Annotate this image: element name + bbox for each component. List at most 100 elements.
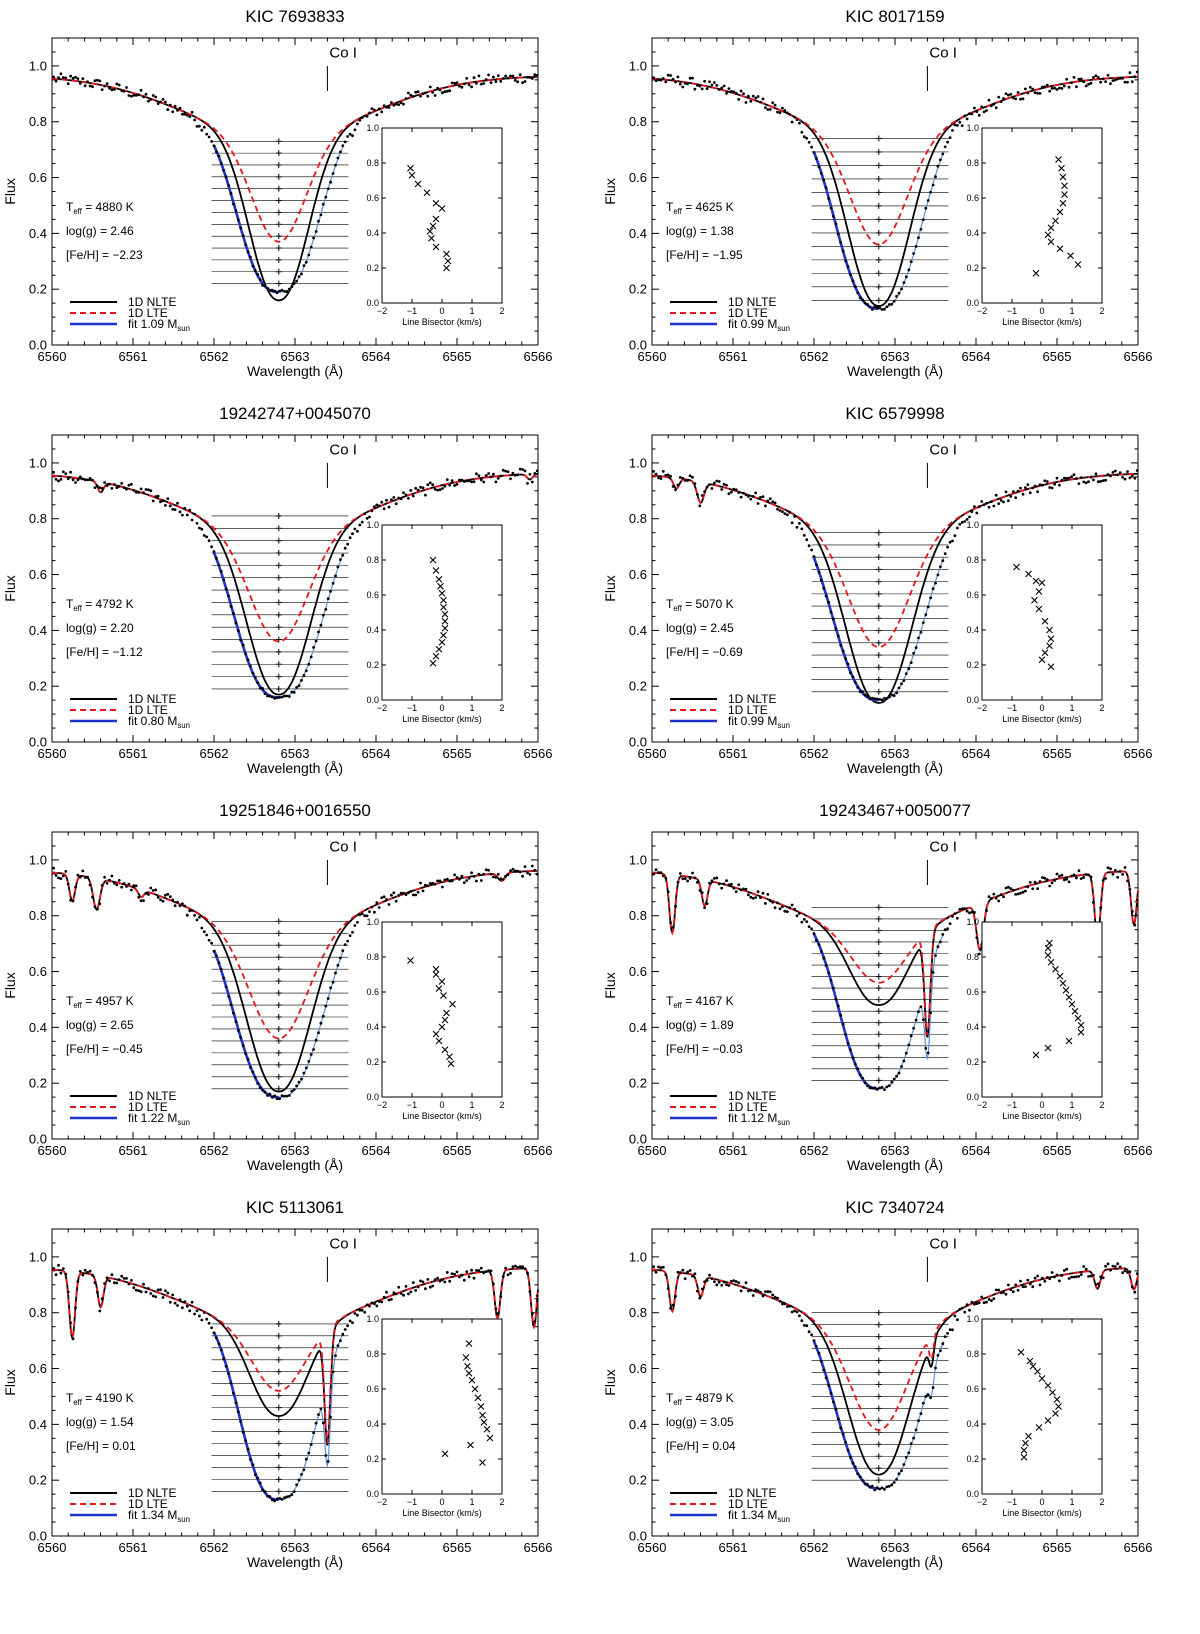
observed-data-point <box>132 1286 136 1290</box>
observed-data-point <box>912 651 915 655</box>
x-tick-label: 6563 <box>281 1540 310 1555</box>
observed-data-point <box>851 1056 855 1060</box>
observed-data-point <box>431 1284 435 1288</box>
observed-data-point <box>236 629 240 633</box>
observed-data-point <box>518 73 522 76</box>
observed-data-point <box>1128 476 1132 480</box>
x-axis-label: Wavelength (Å) <box>247 1554 343 1570</box>
observed-data-point <box>671 925 675 929</box>
observed-data-point <box>76 1280 80 1283</box>
observed-data-point <box>849 1456 852 1459</box>
y-tick-label: 0.0 <box>29 735 47 750</box>
observed-data-point <box>127 483 131 487</box>
observed-data-point <box>1099 906 1103 909</box>
bisector-point <box>467 1441 474 1449</box>
x-tick-label: 6560 <box>38 1143 67 1158</box>
observed-data-point <box>380 896 384 900</box>
observed-data-point <box>895 691 898 695</box>
inset-x-tick-label: 1 <box>469 306 474 316</box>
observed-data-point <box>744 887 748 891</box>
bisector-point <box>1035 605 1043 613</box>
observed-data-point <box>302 264 306 267</box>
observed-data-point <box>788 1304 792 1308</box>
bisector-point <box>1026 1357 1034 1365</box>
observed-data-point <box>890 302 894 306</box>
observed-data-point <box>1070 475 1073 479</box>
x-tick-label: 6561 <box>719 1143 748 1158</box>
observed-data-point <box>441 487 444 490</box>
x-tick-label: 6560 <box>638 1540 667 1555</box>
observed-data-point <box>788 113 792 116</box>
inset-y-tick-label: 0.6 <box>366 193 379 203</box>
observed-data-point <box>963 114 967 118</box>
observed-data-point <box>1111 79 1115 82</box>
observed-data-point <box>759 896 762 900</box>
bisector-point <box>1020 1446 1028 1454</box>
x-tick-label: 6562 <box>800 746 829 761</box>
observed-data-point <box>873 697 877 701</box>
observed-data-point <box>931 1386 935 1389</box>
observed-data-point <box>249 1066 252 1069</box>
observed-data-point <box>190 909 194 912</box>
observed-data-point <box>54 477 58 481</box>
observed-data-point <box>1038 483 1042 487</box>
observed-data-point <box>812 932 816 935</box>
param-teff-value: = 4879 K <box>682 1391 734 1405</box>
observed-data-point <box>411 893 415 897</box>
inset-y-tick-label: 0.0 <box>366 1092 379 1102</box>
observed-data-point <box>914 1018 918 1022</box>
inset-x-tick-label: −2 <box>377 306 387 316</box>
y-tick-label: 0.0 <box>629 735 647 750</box>
observed-data-point <box>526 871 529 875</box>
inset-frame <box>381 127 503 304</box>
observed-data-point <box>326 187 330 191</box>
observed-data-point <box>178 1298 182 1301</box>
observed-data-point <box>834 1407 838 1411</box>
fit-curve-light-blue <box>878 152 945 310</box>
observed-data-point <box>732 90 736 94</box>
observed-data-point <box>885 1085 889 1089</box>
co-line-label: Co I <box>929 45 957 62</box>
observed-data-point <box>263 1490 267 1493</box>
observed-data-point <box>749 1288 753 1292</box>
bisector-point <box>441 617 449 625</box>
observed-data-point <box>878 1487 881 1491</box>
observed-data-point <box>443 90 447 94</box>
observed-data-point <box>749 497 753 501</box>
legend-fit-label: fit 1.12 Msun <box>728 1111 790 1127</box>
observed-data-point <box>659 871 663 874</box>
observed-data-point <box>973 1302 976 1306</box>
inset-y-tick-label: 0.2 <box>366 660 379 670</box>
observed-data-point <box>669 74 672 77</box>
observed-data-point <box>195 918 199 922</box>
observed-data-point <box>88 1269 92 1273</box>
observed-data-point <box>1045 1276 1049 1279</box>
observed-data-point <box>1036 887 1039 891</box>
observed-data-point <box>1135 469 1139 472</box>
observed-data-point <box>900 682 903 686</box>
observed-data-point <box>997 899 1001 903</box>
observed-data-point <box>482 480 486 484</box>
legend-lte-label: 1D LTE <box>728 1100 768 1114</box>
x-tick-label: 6566 <box>524 1540 553 1555</box>
observed-data-point <box>1031 1285 1035 1289</box>
observed-data-point <box>1075 1275 1078 1279</box>
observed-data-point <box>256 1082 260 1085</box>
observed-data-point <box>467 479 471 483</box>
inset-x-tick-label: 2 <box>499 306 504 316</box>
observed-data-point <box>926 199 930 202</box>
observed-data-point <box>52 470 55 474</box>
bisector-point <box>432 243 440 251</box>
observed-data-point <box>411 95 415 98</box>
observed-data-point <box>309 1443 313 1446</box>
observed-data-point <box>1087 480 1090 483</box>
observed-data-point <box>822 178 826 182</box>
observed-data-point <box>1113 78 1117 82</box>
observed-data-point <box>980 500 984 503</box>
observed-data-point <box>96 484 99 488</box>
observed-data-point <box>375 901 379 905</box>
observed-data-point <box>1130 910 1134 913</box>
observed-data-point <box>873 1086 877 1090</box>
param-teff-value: = 4957 K <box>82 994 134 1008</box>
